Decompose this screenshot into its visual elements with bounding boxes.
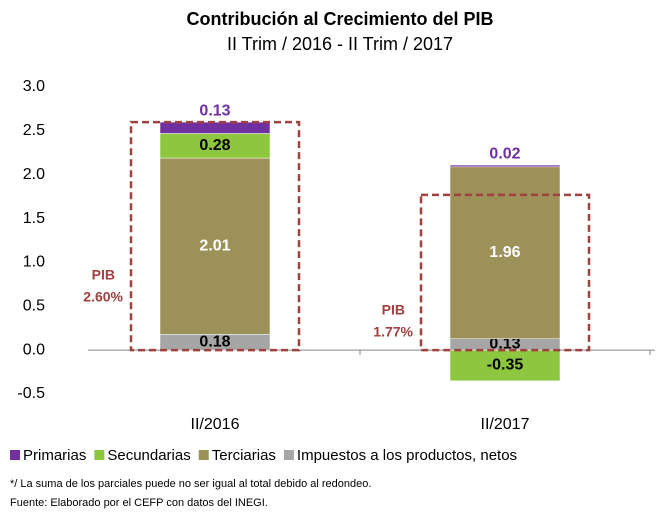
bar-segment — [159, 157, 271, 335]
legend-label: Impuestos a los productos, netos — [297, 447, 517, 464]
data-label: -0.35 — [487, 357, 524, 374]
bar-segment — [159, 121, 271, 134]
bar-segment — [449, 164, 561, 168]
y-tick-label: 2.5 — [23, 122, 45, 139]
data-label: 1.96 — [489, 244, 520, 261]
legend-label: Terciarias — [212, 447, 276, 464]
legend-label: Primarias — [23, 447, 86, 464]
y-tick-label: 3.0 — [23, 78, 45, 95]
data-label: 2.01 — [199, 237, 230, 254]
legend-marker — [283, 450, 294, 460]
pib-label: PIB — [92, 267, 115, 283]
data-label: 0.02 — [489, 145, 520, 162]
data-label: 0.28 — [199, 137, 230, 154]
legend-label: Secundarias — [107, 447, 190, 464]
y-tick-label: -0.5 — [17, 385, 45, 402]
chart-subtitle: II Trim / 2016 - II Trim / 2017 — [227, 34, 453, 54]
bar-segment — [449, 349, 561, 382]
x-tick-label: II/2016 — [191, 416, 240, 433]
bar-segment — [159, 133, 271, 159]
data-label: 0.13 — [199, 102, 230, 119]
x-tick-label: II/2017 — [481, 416, 530, 433]
legend-marker — [10, 450, 20, 460]
y-tick-label: 1.0 — [23, 254, 45, 271]
pib-box — [419, 193, 591, 352]
y-tick-label: 2.0 — [23, 166, 45, 183]
pib-label: PIB — [382, 302, 405, 318]
source: Fuente: Elaborado por el CEFP con datos … — [10, 497, 268, 509]
y-tick-label: 1.5 — [23, 210, 45, 227]
y-tick-label: 0.0 — [23, 341, 45, 358]
data-label: 0.18 — [199, 333, 230, 350]
note: */ La suma de los parciales puede no ser… — [10, 478, 371, 490]
pib-value: 1.77% — [373, 324, 413, 340]
legend-marker — [198, 450, 209, 460]
legend-marker — [94, 450, 105, 460]
data-label: 0.13 — [489, 336, 520, 353]
pib-value: 2.60% — [83, 289, 123, 305]
y-tick-label: 0.5 — [23, 298, 45, 315]
pib-box — [129, 120, 301, 352]
chart-title: Contribución al Crecimiento del PIB — [186, 9, 493, 29]
